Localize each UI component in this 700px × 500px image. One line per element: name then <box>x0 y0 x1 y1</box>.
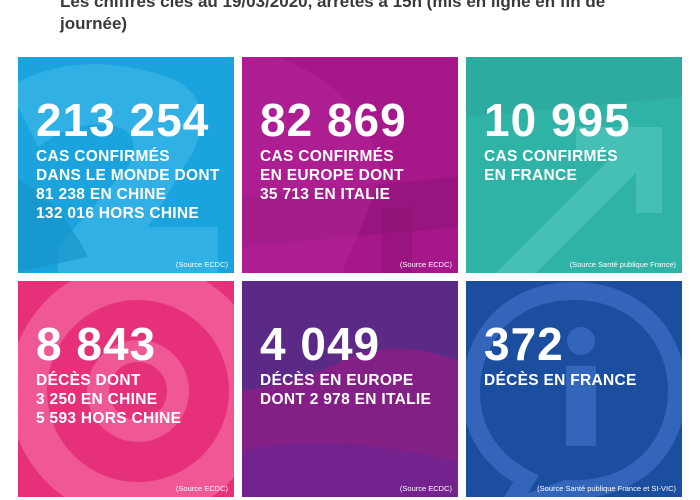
tile-number: 4 049 <box>260 318 381 370</box>
header-line-2: journée) <box>60 14 128 33</box>
tile-source: (Source ECDC) <box>175 484 228 493</box>
tile-line: 3 250 EN CHINE <box>36 391 158 408</box>
europe-cross-icon <box>242 57 458 273</box>
key-figures-header: Les chiffres clés au 19/03/2020, arrêtés… <box>60 0 660 35</box>
info-bubble-icon <box>466 281 682 497</box>
tile-description: CAS CONFIRMÉS EN EUROPE DONT 35 713 EN I… <box>260 147 404 204</box>
tile-europe-deaths: 4 049 DÉCÈS EN EUROPE DONT 2 978 EN ITAL… <box>242 281 458 497</box>
tile-number: 8 843 <box>36 318 157 370</box>
tile-line: CAS CONFIRMÉS <box>484 148 618 165</box>
tile-line: DÉCÈS EN FRANCE <box>484 372 637 389</box>
tile-source: (Source ECDC) <box>399 484 452 493</box>
tile-line: CAS CONFIRMÉS <box>36 148 170 165</box>
tile-source: (Source ECDC) <box>399 260 452 269</box>
tile-france-deaths: 372 DÉCÈS EN FRANCE (Source Santé publiq… <box>466 281 682 497</box>
europe-wave-icon <box>242 348 458 497</box>
header-line-1: Les chiffres clés au 19/03/2020, arrêtés… <box>60 0 606 11</box>
tile-source: (Source Santé publique France et SI-VIC) <box>537 484 676 493</box>
tile-world-deaths: 8 843 DÉCÈS DONT 3 250 EN CHINE 5 593 HO… <box>18 281 234 497</box>
tile-line: EN FRANCE <box>484 167 578 184</box>
tile-number: 82 869 <box>260 94 407 146</box>
tile-line: 132 016 HORS CHINE <box>36 205 200 222</box>
tile-line: DANS LE MONDE DONT <box>36 167 220 184</box>
tile-number: 10 995 <box>484 94 631 146</box>
tile-line: DÉCÈS DONT <box>36 372 141 389</box>
tile-line: 35 713 EN ITALIE <box>260 186 391 203</box>
tile-source: (Source ECDC) <box>175 260 228 269</box>
tile-line: DÉCÈS EN EUROPE <box>260 372 414 389</box>
tile-line: 81 238 EN CHINE <box>36 186 167 203</box>
target-rings-icon <box>18 281 234 497</box>
tile-line: CAS CONFIRMÉS <box>260 148 394 165</box>
tile-description: DÉCÈS EN FRANCE <box>484 371 637 390</box>
world-2-glyph-icon <box>18 64 218 273</box>
tile-source: (Source Santé publique France) <box>569 260 676 269</box>
tile-world-cases: 213 254 CAS CONFIRMÉS DANS LE MONDE DONT… <box>18 57 234 273</box>
tile-line: 5 593 HORS CHINE <box>36 410 182 427</box>
tile-description: DÉCÈS DONT 3 250 EN CHINE 5 593 HORS CHI… <box>36 371 181 428</box>
tile-number: 372 <box>484 318 564 370</box>
tile-number: 213 254 <box>36 94 210 146</box>
tile-description: DÉCÈS EN EUROPE DONT 2 978 EN ITALIE <box>260 371 431 409</box>
rising-arrow-icon <box>466 57 682 273</box>
tile-france-cases: 10 995 CAS CONFIRMÉS EN FRANCE (Source S… <box>466 57 682 273</box>
tile-line: EN EUROPE DONT <box>260 167 404 184</box>
tile-europe-cases: 82 869 CAS CONFIRMÉS EN EUROPE DONT 35 7… <box>242 57 458 273</box>
tile-description: CAS CONFIRMÉS DANS LE MONDE DONT 81 238 … <box>36 147 220 223</box>
tile-line: DONT 2 978 EN ITALIE <box>260 391 432 408</box>
tile-description: CAS CONFIRMÉS EN FRANCE <box>484 147 618 185</box>
